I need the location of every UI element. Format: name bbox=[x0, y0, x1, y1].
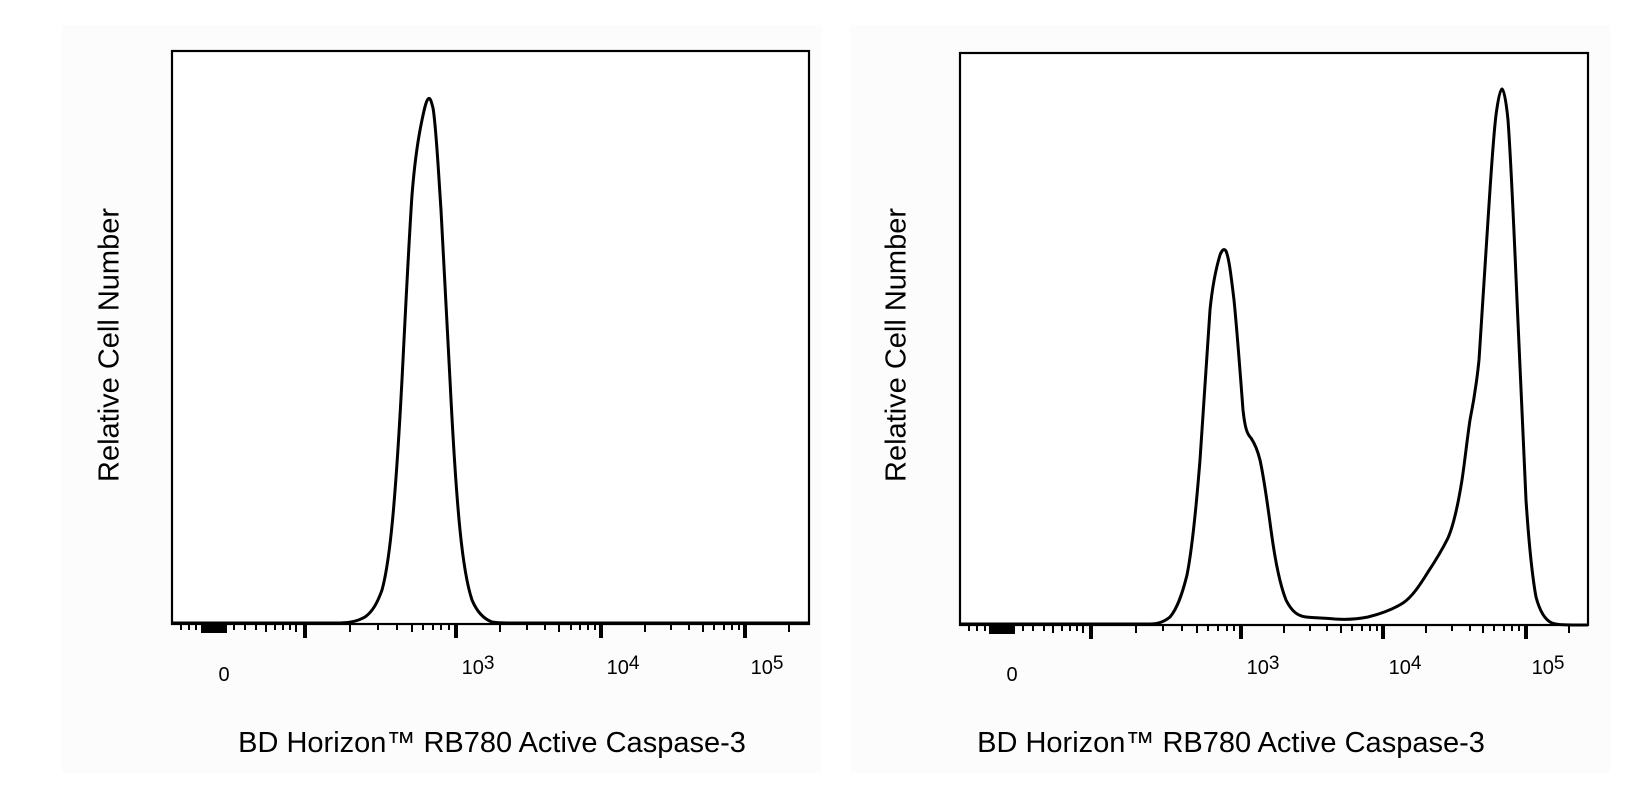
plot-2-frame bbox=[958, 51, 1590, 627]
plot-2-x-axis-ticks bbox=[968, 625, 1570, 639]
plot-1-histogram-curve bbox=[172, 96, 809, 625]
plot-1 bbox=[170, 49, 811, 638]
plot-1-x-axis-title: BD Horizon™ RB780 Active Caspase-3 bbox=[238, 727, 746, 759]
plot-2-tick-label-1e4: 104 bbox=[1388, 653, 1422, 679]
plot-2-tick-label-1e3: 103 bbox=[1246, 653, 1280, 679]
plot-2-tick-label-1e5: 105 bbox=[1531, 653, 1565, 679]
plot-2 bbox=[958, 51, 1590, 639]
plot-1-tick-label-1e5: 105 bbox=[750, 653, 784, 679]
plot-2-histogram-curve bbox=[960, 87, 1589, 627]
plot-1-y-axis-label: Relative Cell Number bbox=[93, 208, 126, 482]
plot-1-x-axis-ticks bbox=[180, 624, 790, 638]
plot-1-tick-label-1e4: 104 bbox=[606, 653, 640, 679]
plot-2-tick-label-0: 0 bbox=[1006, 664, 1018, 686]
plot-1-frame bbox=[170, 49, 811, 626]
plot-1-tick-label-0: 0 bbox=[218, 664, 230, 686]
plot-1-tick-label-1e3: 103 bbox=[461, 653, 495, 679]
plot-2-x-axis-title: BD Horizon™ RB780 Active Caspase-3 bbox=[977, 727, 1485, 759]
plot-2-y-axis-label: Relative Cell Number bbox=[880, 208, 913, 482]
